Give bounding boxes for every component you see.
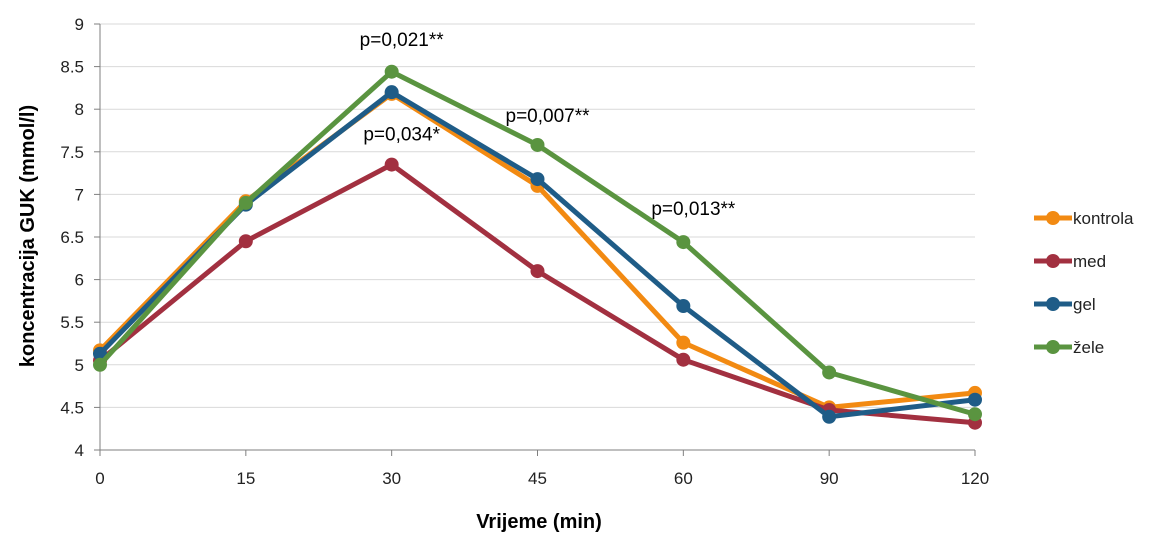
legend-swatch-marker bbox=[1046, 211, 1060, 225]
x-axis-ticks: 0 15 30 45 60 90 120 bbox=[95, 450, 989, 488]
y-tick-label: 6 bbox=[75, 271, 84, 290]
data-point bbox=[530, 264, 545, 279]
x-tick-label: 120 bbox=[961, 469, 989, 488]
legend-swatch-marker bbox=[1046, 254, 1060, 268]
data-point bbox=[822, 409, 837, 424]
y-tick-label: 6.5 bbox=[60, 228, 84, 247]
x-tick-label: 15 bbox=[236, 469, 255, 488]
y-axis-title: koncentracija GUK (mmol/l) bbox=[17, 105, 39, 367]
series-žele bbox=[93, 64, 982, 422]
y-tick-label: 4 bbox=[75, 441, 84, 460]
data-point bbox=[384, 85, 399, 100]
legend-swatch-marker bbox=[1046, 340, 1060, 354]
data-point bbox=[676, 235, 691, 250]
x-tick-label: 45 bbox=[528, 469, 547, 488]
series-lines bbox=[93, 64, 982, 430]
data-point bbox=[968, 407, 982, 422]
y-tick-label: 5.5 bbox=[60, 313, 84, 332]
x-axis-title: Vrijeme (min) bbox=[476, 511, 602, 533]
data-point bbox=[676, 352, 691, 367]
data-point bbox=[530, 137, 545, 152]
legend-label: gel bbox=[1073, 295, 1096, 314]
data-point bbox=[93, 357, 107, 372]
p-value-annotation: p=0,007** bbox=[506, 106, 591, 127]
data-point bbox=[676, 335, 691, 350]
series-med bbox=[93, 157, 982, 430]
data-point bbox=[676, 299, 691, 314]
y-axis-ticks: 4 4.5 5 5.5 6 6.5 7 7.5 8 8.5 9 bbox=[60, 15, 84, 460]
legend-label: žele bbox=[1073, 338, 1104, 357]
legend-item-gel: gel bbox=[1034, 295, 1096, 314]
data-point bbox=[530, 172, 545, 187]
p-value-annotation: p=0,013** bbox=[651, 199, 736, 220]
x-tick-label: 0 bbox=[95, 469, 104, 488]
p-value-annotation: p=0,034* bbox=[363, 125, 440, 146]
legend-item-kontrola: kontrola bbox=[1034, 209, 1134, 228]
y-tick-label: 4.5 bbox=[60, 398, 84, 417]
y-tick-label: 5 bbox=[75, 356, 84, 375]
data-point bbox=[238, 234, 253, 249]
legend-item-žele: žele bbox=[1034, 338, 1104, 357]
x-tick-label: 60 bbox=[674, 469, 693, 488]
y-tick-label: 7.5 bbox=[60, 143, 84, 162]
legend-label: med bbox=[1073, 252, 1106, 271]
y-tick-label: 8.5 bbox=[60, 58, 84, 77]
legend-swatch-marker bbox=[1046, 297, 1060, 311]
data-point bbox=[238, 195, 253, 210]
series-line bbox=[97, 162, 978, 426]
y-tick-label: 9 bbox=[75, 15, 84, 34]
data-point bbox=[822, 365, 837, 380]
legend-item-med: med bbox=[1034, 252, 1106, 271]
x-tick-label: 30 bbox=[382, 469, 401, 488]
data-point bbox=[384, 64, 399, 79]
legend-label: kontrola bbox=[1073, 209, 1134, 228]
data-point bbox=[968, 392, 982, 407]
annotations: p=0,021** p=0,034* p=0,007** p=0,013** bbox=[360, 30, 736, 220]
data-point bbox=[384, 157, 399, 172]
y-tick-label: 8 bbox=[75, 100, 84, 119]
x-tick-label: 90 bbox=[820, 469, 839, 488]
p-value-annotation: p=0,021** bbox=[360, 30, 445, 51]
y-tick-label: 7 bbox=[75, 185, 84, 204]
legend: kontrola med gel žele bbox=[1034, 209, 1134, 357]
